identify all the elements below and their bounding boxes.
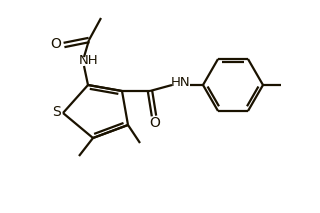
Text: O: O [149, 116, 160, 130]
Text: NH: NH [79, 55, 99, 68]
Text: S: S [52, 105, 60, 119]
Text: O: O [51, 37, 61, 51]
Text: HN: HN [171, 76, 191, 89]
